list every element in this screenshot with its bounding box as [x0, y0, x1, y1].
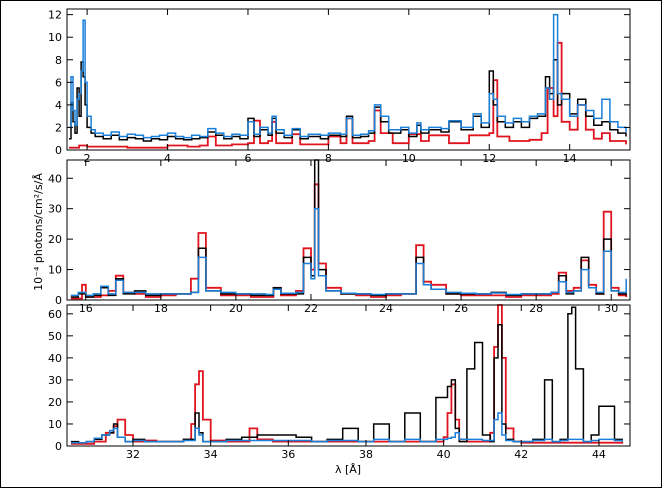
- y-tick-label: 8: [55, 54, 62, 67]
- y-tick-label: 20: [48, 233, 62, 246]
- x-tick-label: 32: [126, 448, 140, 461]
- plot-frame: [66, 8, 631, 151]
- y-tick-label: 12: [48, 9, 62, 22]
- series-blue-line: [69, 13, 627, 139]
- y-tick-label: 0: [55, 144, 62, 157]
- y-tick-label: 20: [48, 396, 62, 409]
- x-tick-label: 34: [204, 448, 218, 461]
- panel-top: 2 4 6 8 10 12 14 0 2 4 6 8 10 12: [48, 8, 631, 165]
- plot-frame: [66, 159, 631, 301]
- x-tick-label: 12: [482, 152, 496, 165]
- x-tick-label: 18: [154, 302, 168, 315]
- y-tick-label: 60: [48, 308, 62, 321]
- y-tick-label: 30: [48, 374, 62, 387]
- panel-bottom: 32 34 36 38 40 42 44 0 10 20 30 40 50 60: [48, 304, 631, 461]
- y-tick-label: 0: [55, 294, 62, 307]
- x-tick-label: 6: [244, 152, 251, 165]
- x-axis-label: λ [Å]: [335, 463, 361, 476]
- y-tick-label: 50: [48, 330, 62, 343]
- plot-frame: [66, 304, 631, 447]
- x-tick-label: 16: [79, 302, 93, 315]
- y-tick-label: 40: [48, 352, 62, 365]
- y-tick-label: 10: [48, 31, 62, 44]
- x-tick-label: 22: [304, 302, 318, 315]
- x-tick-label: 10: [402, 152, 416, 165]
- x-tick-label: 8: [325, 152, 332, 165]
- y-tick-label: 4: [55, 99, 62, 112]
- y-tick-label: 2: [55, 121, 62, 134]
- x-tick-label: 14: [563, 152, 577, 165]
- x-tick-label: 40: [437, 448, 451, 461]
- y-tick-label: 6: [55, 76, 62, 89]
- x-tick-label: 20: [229, 302, 243, 315]
- x-tick-label: 28: [529, 302, 543, 315]
- series-black-line: [69, 59, 627, 142]
- series-blue-line: [70, 207, 627, 297]
- x-tick-label: 26: [454, 302, 468, 315]
- x-tick-label: 42: [514, 448, 528, 461]
- series-red-line: [70, 304, 624, 445]
- x-tick-label: 36: [281, 448, 295, 461]
- y-tick-label: 0: [55, 440, 62, 453]
- x-tick-label: 30: [604, 302, 618, 315]
- x-tick-label: 38: [359, 448, 373, 461]
- y-axis-label: 10⁻⁴ photons/cm²/s/Å: [32, 173, 45, 291]
- y-tick-label: 10: [48, 418, 62, 431]
- y-tick-label: 30: [48, 203, 62, 216]
- x-tick-label: 4: [164, 152, 171, 165]
- y-tick-label: 10: [48, 264, 62, 277]
- x-tick-label: 2: [84, 152, 91, 165]
- y-tick-label: 40: [48, 172, 62, 185]
- x-tick-label: 44: [592, 448, 606, 461]
- x-tick-label: 24: [379, 302, 393, 315]
